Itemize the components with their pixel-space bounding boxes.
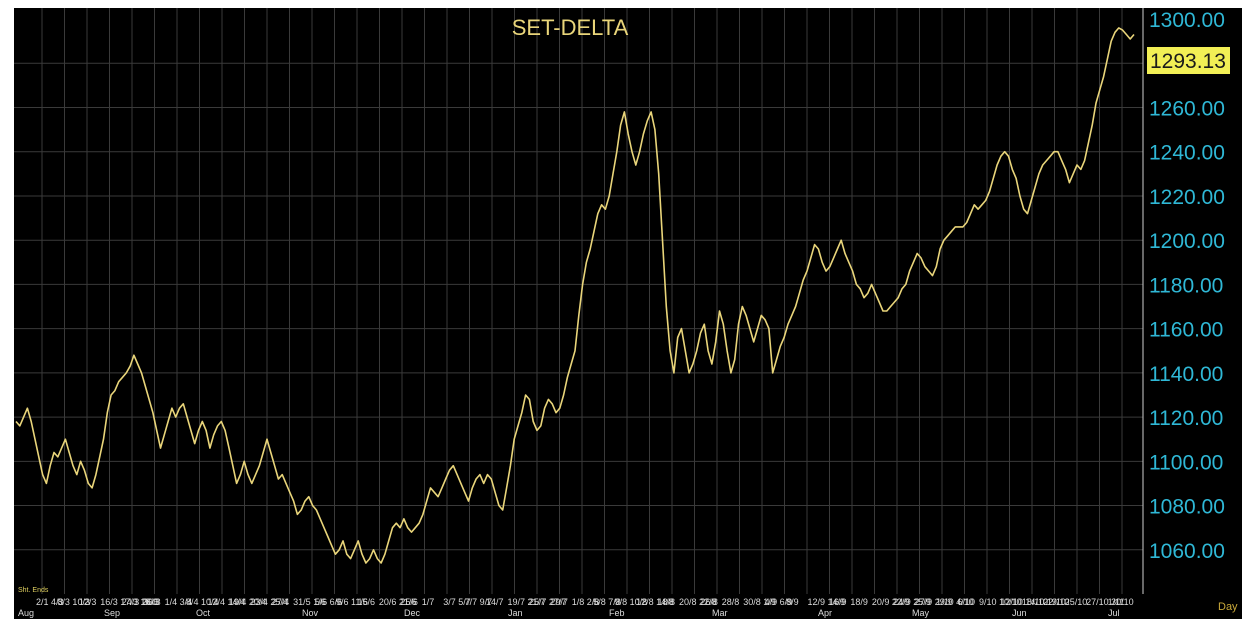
x-tick-label: 29/7 xyxy=(550,597,568,607)
x-tick-label: 12/4 14/4 xyxy=(207,597,245,607)
x-tick-label: 8/4 10/4 xyxy=(186,597,219,607)
top-left-label: Sht. Ends xyxy=(18,587,49,594)
x-month-label: Feb xyxy=(609,608,625,618)
x-tick-label: 12/8 14/8 xyxy=(636,597,674,607)
x-axis: 2/1 4/38/3 10/312/3 16/3 17/3 18/324/3 26… xyxy=(18,597,1134,618)
x-tick-label: 20/8 22/8 xyxy=(679,597,717,607)
x-tick-label: 18/9 xyxy=(850,597,868,607)
x-tick-label: 27/4 xyxy=(272,597,290,607)
x-tick-label: 5/6 6/6 xyxy=(315,597,343,607)
x-tick-label: 20/9 22/9 xyxy=(872,597,910,607)
axis-background xyxy=(1143,8,1242,619)
x-month-label: Nov xyxy=(302,608,319,618)
x-tick-label: 14/7 xyxy=(486,597,504,607)
x-tick-label: 25/7 27/7 xyxy=(529,597,567,607)
y-axis: 1300.001280.001260.001240.001220.001200.… xyxy=(1149,9,1225,563)
xaxis-background xyxy=(14,594,1143,619)
x-tick-label: 1/4 3/4 xyxy=(165,597,193,607)
x-tick-label: 25/6 xyxy=(400,597,418,607)
series-line-group xyxy=(15,27,1135,564)
x-tick-label: 16/9 xyxy=(829,597,847,607)
x-tick-label: 1/8 2/8 xyxy=(572,597,600,607)
x-tick-label: 26/8 xyxy=(700,597,718,607)
x-tick-label: 19/7 21/7 xyxy=(507,597,545,607)
y-tick-label: 1160.00 xyxy=(1149,319,1223,342)
x-tick-label: 9/8 10/8 xyxy=(615,597,648,607)
x-month-label: Aug xyxy=(18,608,34,618)
x-month-label: Oct xyxy=(196,608,211,618)
x-tick-label: 24/3 26/3 xyxy=(122,597,160,607)
x-tick-label: 3/7 5/7 xyxy=(443,597,471,607)
y-tick-label: 1100.00 xyxy=(1149,451,1223,474)
x-month-label: Dec xyxy=(404,608,421,618)
x-tick-label: 15/6 xyxy=(357,597,375,607)
y-tick-label: 1240.00 xyxy=(1149,142,1225,165)
x-tick-label: 8/9 xyxy=(786,597,799,607)
x-tick-label: 2/1 4/3 xyxy=(36,597,64,607)
x-tick-label: 1/7 xyxy=(422,597,435,607)
x-tick-label: 16/3 17/3 18/3 xyxy=(100,597,158,607)
y-tick-label: 1080.00 xyxy=(1149,496,1225,519)
x-month-label: Jul xyxy=(1108,608,1120,618)
y-tick-label-top: 1300.00 xyxy=(1149,9,1225,32)
y-tick-label: 1200.00 xyxy=(1149,230,1225,253)
x-tick-label: 4/9 6/9 xyxy=(765,597,793,607)
x-tick-label: 9/6 11/6 xyxy=(336,597,368,607)
x-tick-label: 12/10 14/10 xyxy=(1000,597,1048,607)
x-month-label: May xyxy=(912,608,930,618)
plot-background xyxy=(14,8,1143,594)
x-tick-label: 27/9 29/9 xyxy=(915,597,953,607)
x-tick-label: 30/8 1/9 xyxy=(743,597,776,607)
x-month-label: Mar xyxy=(712,608,728,618)
timeframe-label[interactable]: Day xyxy=(1218,601,1238,613)
y-tick-label: 1140.00 xyxy=(1149,363,1223,386)
x-tick-label: 25/10 xyxy=(1065,597,1088,607)
x-tick-label: 19/4 20/4 xyxy=(229,597,267,607)
x-tick-label: 23/4 25/4 xyxy=(250,597,288,607)
x-tick-label: 5/8 7/8 xyxy=(593,597,621,607)
y-tick-label: 1260.00 xyxy=(1149,98,1225,121)
x-tick-label: 8/3 10/3 xyxy=(57,597,90,607)
y-tick-label: 1220.00 xyxy=(1149,186,1225,209)
y-tick-label: 1120.00 xyxy=(1149,407,1223,430)
x-month-label: Jun xyxy=(1012,608,1027,618)
chart-title: SET-DELTA xyxy=(512,15,629,40)
x-month-label: Sep xyxy=(104,608,120,618)
series-line xyxy=(15,27,1135,564)
x-tick-label: 24/9 25/9 xyxy=(893,597,931,607)
x-tick-label: 12/9 14/9 xyxy=(808,597,846,607)
x-tick-label: 20/6 21/6 xyxy=(379,597,417,607)
x-tick-label: 12/3 xyxy=(79,597,97,607)
x-month-label: Apr xyxy=(818,608,832,618)
last-value-box xyxy=(1147,47,1230,74)
y-tick-label: 1180.00 xyxy=(1149,274,1223,297)
x-tick-label: 22/10 xyxy=(1043,597,1066,607)
x-tick-label: 18/10 19/10 xyxy=(1022,597,1070,607)
x-tick-label: 7/7 9/7 xyxy=(465,597,493,607)
x-tick-label: 18/8 xyxy=(658,597,676,607)
x-tick-label: 27/10 30/10 xyxy=(1086,597,1134,607)
x-tick-label: 1/10 4/10 xyxy=(936,597,974,607)
last-value-label: 1293.13 xyxy=(1150,50,1226,73)
x-tick-label: 6/10 xyxy=(958,597,976,607)
x-tick-label: 31/5 1/6 xyxy=(293,597,326,607)
x-tick-label: 1/11 xyxy=(1108,597,1125,607)
y-tick-label: 1060.00 xyxy=(1149,540,1225,563)
x-tick-label: 28/8 xyxy=(722,597,740,607)
x-tick-label: 9/10 10/10 xyxy=(979,597,1022,607)
x-tick-label: 30/3 xyxy=(143,597,161,607)
x-month-label: Jan xyxy=(508,608,523,618)
